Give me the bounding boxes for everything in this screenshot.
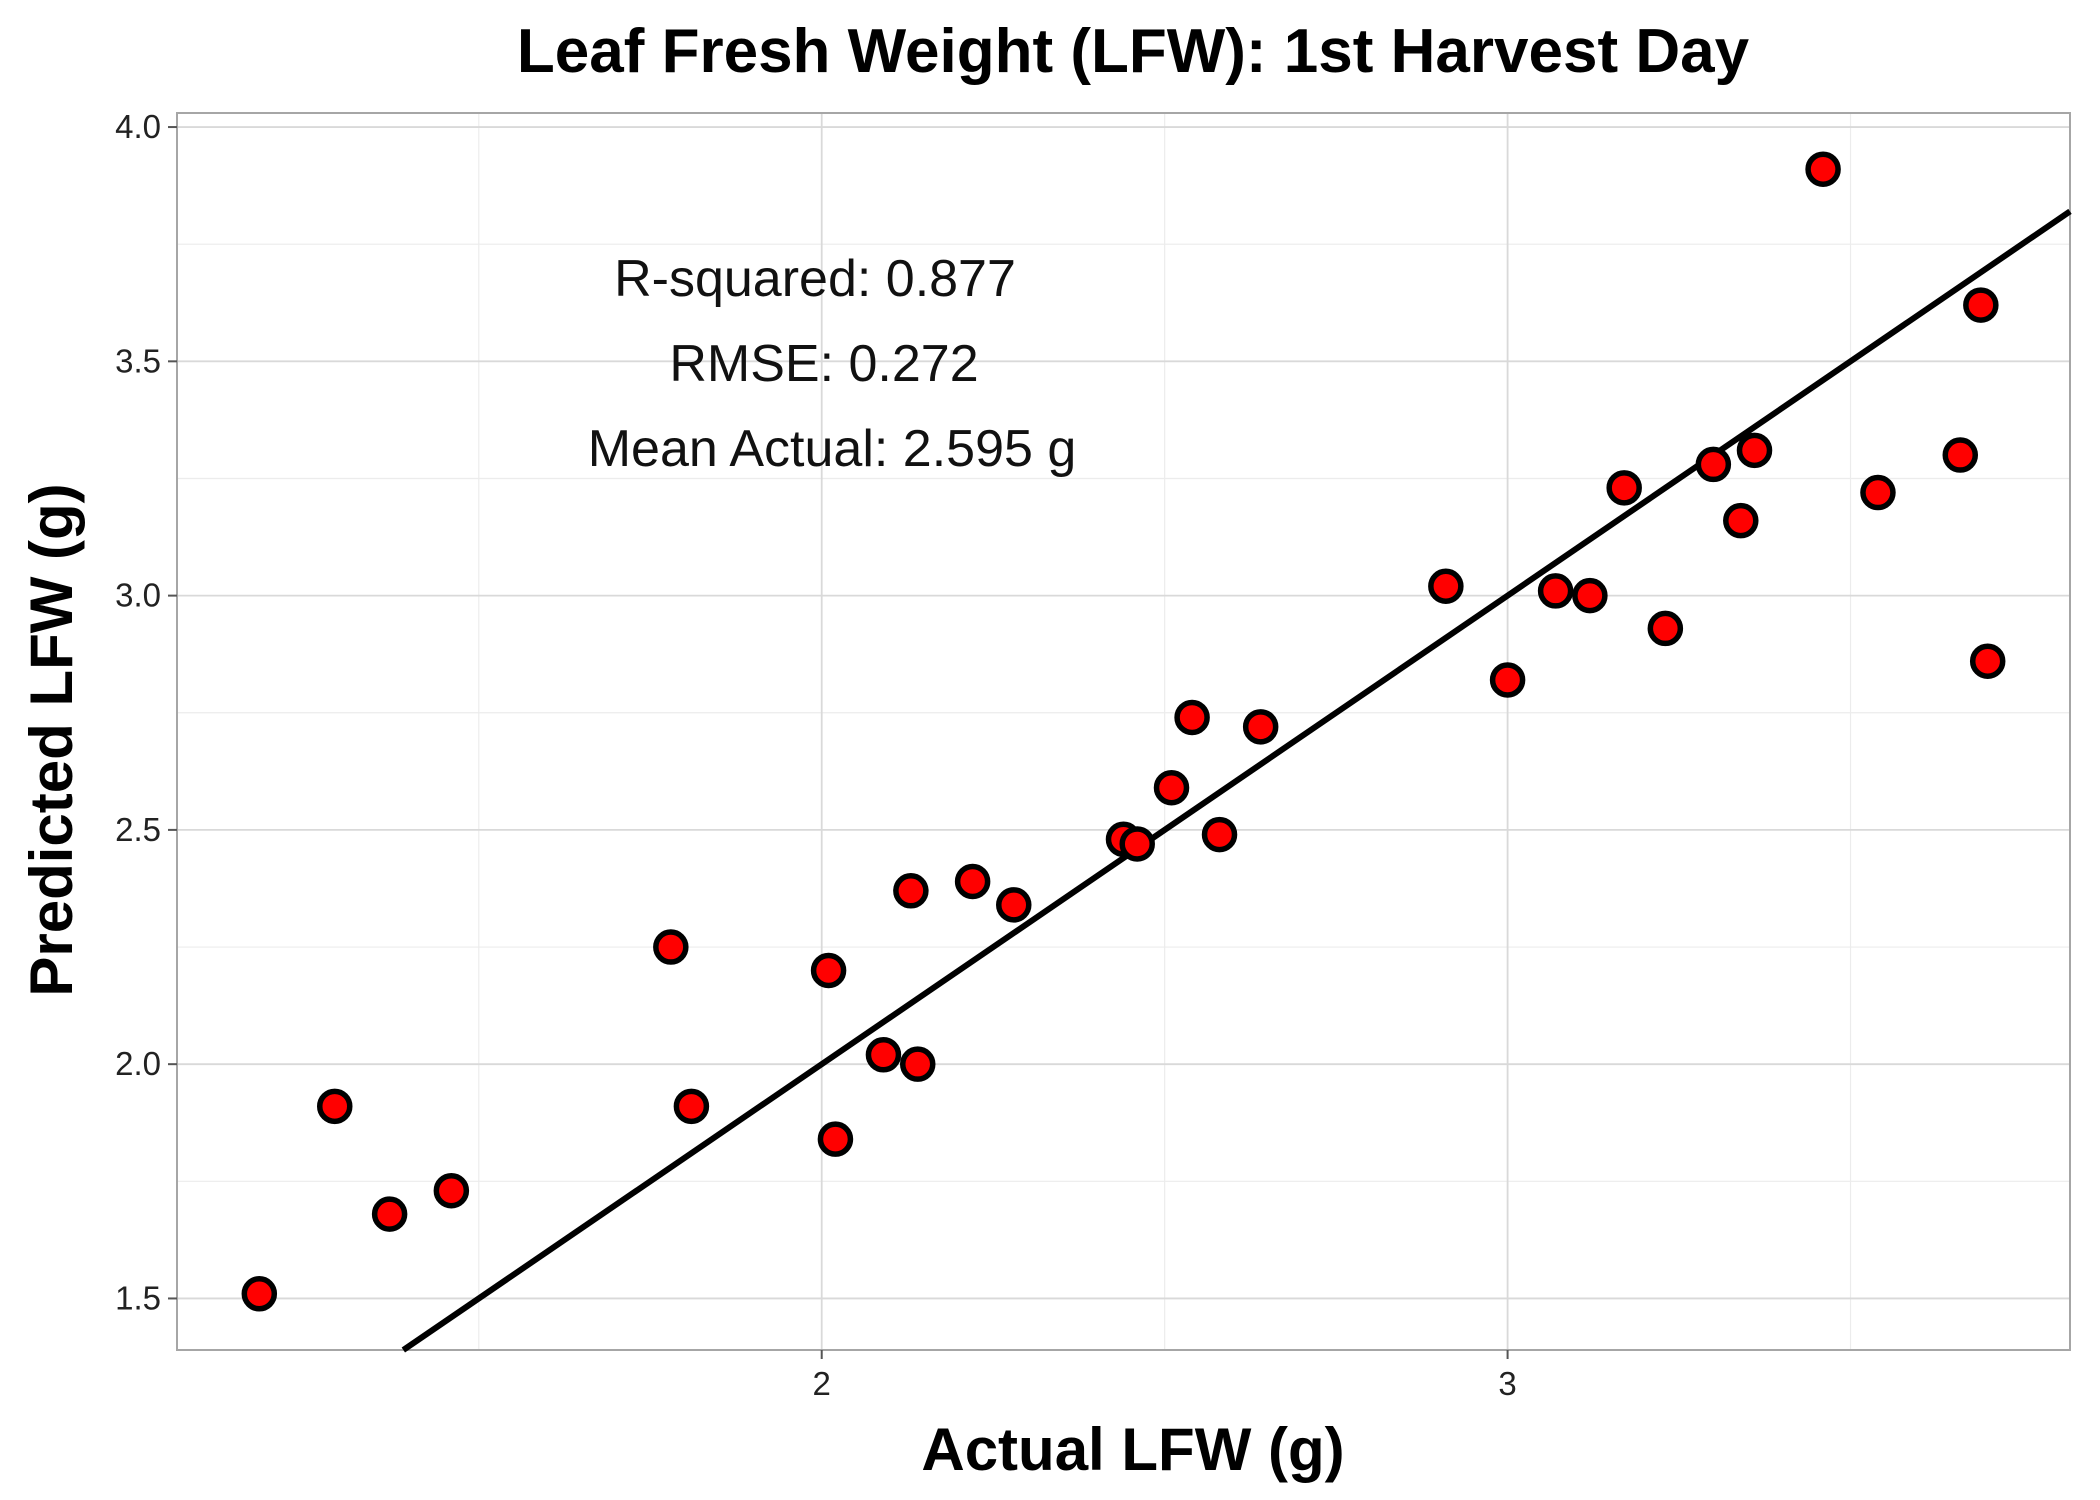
y-tick-label: 3.5: [115, 342, 161, 379]
data-point: [653, 929, 689, 965]
data-point: [954, 863, 991, 900]
data-point: [1606, 470, 1642, 506]
y-tick-label: 2.5: [115, 811, 161, 848]
data-point: [996, 887, 1032, 923]
data-point: [817, 1121, 854, 1157]
stats-annotation: R-squared: 0.877 RMSE: 0.272 Mean Actual…: [588, 250, 1077, 478]
y-tick-label: 2.0: [115, 1045, 161, 1082]
data-point: [1723, 502, 1759, 539]
data-point: [865, 1037, 902, 1073]
plot-panel: [176, 112, 2071, 1351]
data-point: [1969, 643, 2006, 679]
y-axis-ticks: 1.5 2.0 2.5 3.0 3.5 4.0: [115, 108, 177, 1316]
identity-line: [401, 208, 2072, 1353]
data-point: [1201, 816, 1238, 853]
reference-line-layer: [401, 208, 2072, 1353]
grid: [177, 113, 2070, 1350]
data-point: [1736, 432, 1773, 469]
data-point: [1860, 474, 1896, 511]
data-point: [1805, 151, 1841, 187]
r-squared-annotation: R-squared: 0.877: [614, 250, 1016, 308]
data-point: [1942, 437, 1979, 473]
data-point: [810, 952, 847, 989]
data-point: [1119, 826, 1155, 862]
data-point: [1537, 573, 1574, 609]
x-tick-label: 2: [813, 1365, 831, 1402]
data-point: [371, 1196, 408, 1232]
rmse-annotation: RMSE: 0.272: [669, 335, 978, 393]
data-point: [1428, 568, 1464, 604]
x-tick-label: 3: [1498, 1365, 1516, 1402]
chart-title: Leaf Fresh Weight (LFW): 1st Harvest Day: [517, 17, 1750, 86]
y-tick-label: 3.0: [115, 577, 161, 614]
data-point: [1963, 287, 1999, 323]
y-tick-label: 4.0: [115, 108, 161, 145]
data-point: [317, 1088, 353, 1125]
data-point: [893, 873, 929, 909]
data-point: [1489, 662, 1526, 698]
data-point: [899, 1046, 936, 1082]
y-tick-label: 1.5: [115, 1279, 161, 1316]
data-point: [433, 1172, 470, 1209]
mean-actual-annotation: Mean Actual: 2.595 g: [588, 420, 1077, 478]
data-point: [673, 1088, 710, 1125]
data-point: [1647, 610, 1684, 647]
data-point: [1572, 577, 1608, 614]
y-axis-title: Predicted LFW (g): [18, 483, 85, 996]
data-point: [241, 1276, 278, 1312]
data-points: [241, 151, 2006, 1312]
data-point: [1242, 709, 1279, 745]
data-point: [1174, 699, 1210, 736]
x-axis-title: Actual LFW (g): [921, 1416, 1344, 1483]
data-point: [1695, 446, 1732, 483]
data-point: [1153, 769, 1190, 806]
